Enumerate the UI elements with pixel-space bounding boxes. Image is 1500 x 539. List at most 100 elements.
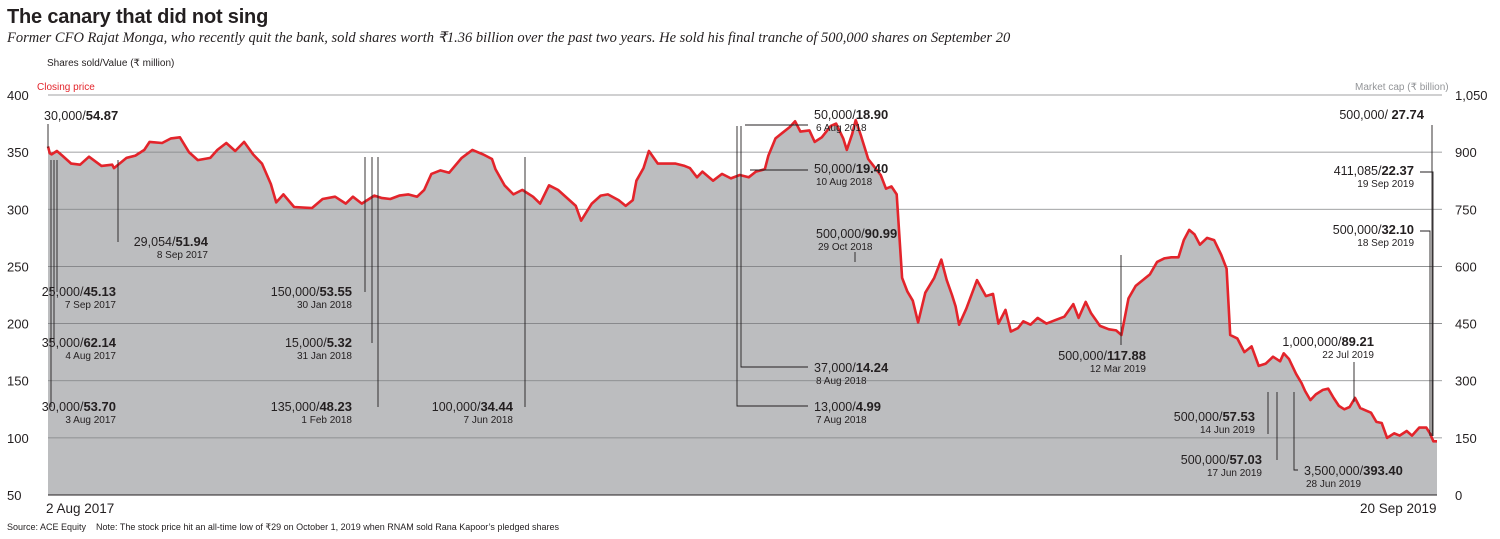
gridlines <box>48 94 1442 439</box>
left-tick-label: 100 <box>7 431 29 446</box>
annotation: 50,000/18.906 Aug 2018 <box>745 107 888 134</box>
annotation-shares-value: 411,085/22.37 <box>1334 163 1414 178</box>
left-axis-caption-text: Shares sold/Value (₹ million) <box>47 58 175 69</box>
left-axis-caption: Shares sold/Value (₹ million) <box>47 58 174 69</box>
annotation-shares-value: 30,000/54.87 <box>44 108 118 123</box>
annotation-shares-value: 500,000/32.10 <box>1333 222 1414 237</box>
annotation-shares-value: 500,000/90.99 <box>816 226 897 241</box>
market-cap-area <box>48 119 1437 495</box>
annotation-shares-value: 25,000/45.13 <box>42 284 116 299</box>
annotation-shares-value: 135,000/48.23 <box>271 399 352 414</box>
annotation: 100,000/34.447 Jun 2018 <box>432 157 526 426</box>
right-tick-label: 0 <box>1455 488 1462 503</box>
annotation-shares-value: 3,500,000/393.40 <box>1304 463 1403 478</box>
annotation-date: 14 Jun 2019 <box>1200 425 1255 436</box>
annotation-date: 7 Aug 2018 <box>816 415 867 426</box>
x-start-label: 2 Aug 2017 <box>46 501 114 516</box>
annotation-date: 29 Oct 2018 <box>818 242 873 253</box>
annotation-shares-value: 500,000/ 27.74 <box>1339 107 1424 122</box>
annotation: 37,000/14.248 Aug 2018 <box>740 126 889 387</box>
annotation-date: 17 Jun 2019 <box>1207 468 1262 479</box>
annotation-leader <box>736 126 808 407</box>
chart-title: The canary that did not sing <box>7 6 269 28</box>
left-tick-label: 300 <box>7 202 29 217</box>
right-tick-label: 450 <box>1455 317 1477 332</box>
right-tick-label: 900 <box>1455 145 1477 160</box>
right-tick-label: 300 <box>1455 374 1477 389</box>
annotation-shares-value: 15,000/5.32 <box>285 335 352 350</box>
annotation-shares-value: 35,000/62.14 <box>42 335 117 350</box>
left-tick-label: 150 <box>7 374 29 389</box>
annotation-leader <box>1420 230 1431 436</box>
right-tick-label: 600 <box>1455 259 1477 274</box>
annotation: 13,000/4.997 Aug 2018 <box>736 126 881 426</box>
right-tick-label: 750 <box>1455 202 1477 217</box>
annotation-shares-value: 500,000/117.88 <box>1058 348 1146 363</box>
right-axis-ticks: 1,050 900 750 600 450 300 150 0 <box>1455 88 1488 503</box>
x-end-label: 20 Sep 2019 <box>1360 501 1437 516</box>
left-axis-ticks: 400 350 300 250 200 150 100 50 <box>7 88 29 503</box>
annotation-date: 8 Aug 2018 <box>816 376 867 387</box>
right-tick-label: 150 <box>1455 431 1477 446</box>
annotation-shares-value: 13,000/4.99 <box>814 399 881 414</box>
annotation-shares-value: 100,000/34.44 <box>432 399 514 414</box>
annotation-shares-value: 50,000/19.40 <box>814 161 888 176</box>
annotation-date: 8 Sep 2017 <box>157 250 209 261</box>
annotation: 500,000/ 27.74 <box>1339 107 1433 436</box>
left-series-label: Closing price <box>37 82 95 93</box>
left-tick-label: 50 <box>7 488 21 503</box>
annotation-shares-value: 1,000,000/89.21 <box>1282 334 1374 349</box>
annotation-shares-value: 37,000/14.24 <box>814 360 889 375</box>
annotation-date: 6 Aug 2018 <box>816 123 867 134</box>
annotation-leader <box>1420 171 1434 436</box>
annotation-date: 7 Jun 2018 <box>464 415 514 426</box>
annotation: 29,054/51.948 Sep 2017 <box>117 160 209 261</box>
annotation-date: 28 Jun 2019 <box>1306 479 1361 490</box>
annotation-shares-value: 500,000/57.53 <box>1174 409 1255 424</box>
annotation-shares-value: 50,000/18.90 <box>814 107 888 122</box>
annotation: 30,000/53.703 Aug 2017 <box>42 160 116 426</box>
left-tick-label: 200 <box>7 317 29 332</box>
chart-subtitle: Former CFO Rajat Monga, who recently qui… <box>7 30 1011 46</box>
annotation-shares-value: 29,054/51.94 <box>134 234 209 249</box>
annotation-shares-value: 500,000/57.03 <box>1181 452 1262 467</box>
annotation-date: 7 Sep 2017 <box>65 300 117 311</box>
left-tick-label: 350 <box>7 145 29 160</box>
annotation-date: 19 Sep 2019 <box>1357 179 1414 190</box>
annotation-leader <box>740 126 808 368</box>
annotation-date: 31 Jan 2018 <box>297 351 352 362</box>
annotation-date: 4 Aug 2017 <box>65 351 116 362</box>
left-tick-label: 250 <box>7 259 29 274</box>
source-note: Source: ACE Equity <box>7 522 87 532</box>
annotation-date: 18 Sep 2019 <box>1357 238 1414 249</box>
annotation-date: 30 Jan 2018 <box>297 300 352 311</box>
annotation-shares-value: 150,000/53.55 <box>271 284 352 299</box>
annotation-date: 3 Aug 2017 <box>65 415 116 426</box>
right-tick-label: 1,050 <box>1455 88 1488 103</box>
annotation-leader <box>1293 392 1298 471</box>
annotation-date: 10 Aug 2018 <box>816 177 873 188</box>
left-tick-label: 400 <box>7 88 29 103</box>
annotation: 135,000/48.231 Feb 2018 <box>271 157 379 426</box>
footnote: Note: The stock price hit an all-time lo… <box>96 522 559 532</box>
annotation: 25,000/45.137 Sep 2017 <box>42 160 117 311</box>
annotation-shares-value: 30,000/53.70 <box>42 399 116 414</box>
right-axis-caption: Market cap (₹ billion) <box>1355 82 1449 93</box>
annotation: 30,000/54.87 <box>44 108 118 148</box>
annotation-date: 1 Feb 2018 <box>301 415 352 426</box>
annotation: 35,000/62.144 Aug 2017 <box>42 160 117 362</box>
closing-price-line <box>46 118 1437 443</box>
annotation-date: 12 Mar 2019 <box>1090 364 1147 375</box>
